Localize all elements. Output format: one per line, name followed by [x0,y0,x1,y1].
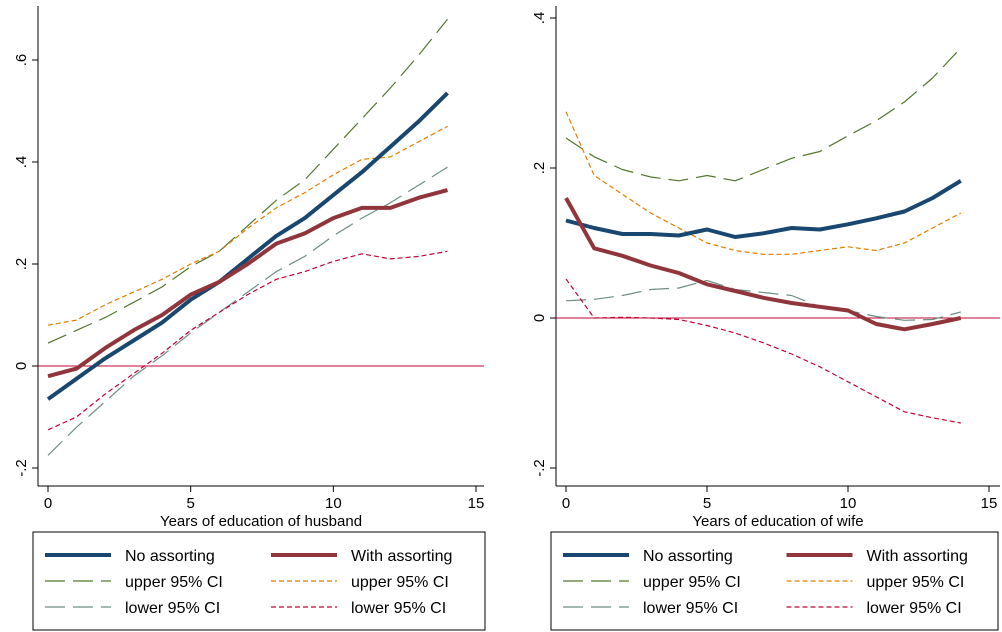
legend-label: upper 95% CI [125,574,223,591]
x-tick-label: 0 [44,495,52,512]
series-line-3 [565,111,962,255]
y-tick-label: -.2 [13,459,30,477]
x-tick-label: 10 [325,495,342,512]
legend-label: With assorting [351,548,452,565]
legend-label: lower 95% CI [867,600,962,617]
legend-label: upper 95% CI [867,574,965,591]
series-line-4 [47,166,448,456]
series-line-4 [565,279,961,321]
series-line-5 [47,250,448,431]
series-line-1 [564,197,962,332]
legend-label: upper 95% CI [643,574,741,591]
panel-husband: -.2 0 .2 .4 .6 0 5 10 15 Years of education of hu… [13,6,486,631]
legend-label: lower 95% CI [643,600,738,617]
x-tick-label: 15 [468,495,485,512]
y-tick-label: 0 [13,362,30,370]
series-line-0 [46,91,449,401]
legend-label: No assorting [643,548,733,565]
legend-label: With assorting [867,548,968,565]
y-tick-label: -.2 [531,459,548,477]
legend-label: No assorting [125,548,215,565]
y-tick-label: .4 [13,156,30,169]
legend-label: lower 95% CI [125,600,220,617]
x-axis-title: Years of education of wife [692,513,863,530]
series-line-2 [565,47,962,182]
legend: No assorting With assorting upper 95% CI up… [550,531,999,631]
y-tick-label: .4 [531,12,548,25]
x-tick-label: 10 [840,495,857,512]
x-tick-label: 15 [981,495,998,512]
legend-label: upper 95% CI [351,574,449,591]
series-line-5 [565,278,961,424]
series-line-2 [47,18,448,344]
x-tick-label: 5 [703,495,711,512]
x-tick-label: 5 [186,495,194,512]
panel-wife: -.2 0 .2 .4 0 5 10 15 Years of education of wife… [531,6,1000,631]
y-tick-label: .6 [13,54,30,67]
legend: No assorting With assorting upper 95% CI up… [32,531,486,631]
legend-label: lower 95% CI [351,600,446,617]
series-line-1 [47,188,449,379]
y-tick-label: 0 [531,314,548,322]
y-tick-label: .2 [13,258,30,271]
x-tick-label: 0 [562,495,570,512]
series-line-0 [565,179,962,239]
y-tick-label: .2 [531,162,548,175]
x-axis-title: Years of education of husband [160,513,362,530]
